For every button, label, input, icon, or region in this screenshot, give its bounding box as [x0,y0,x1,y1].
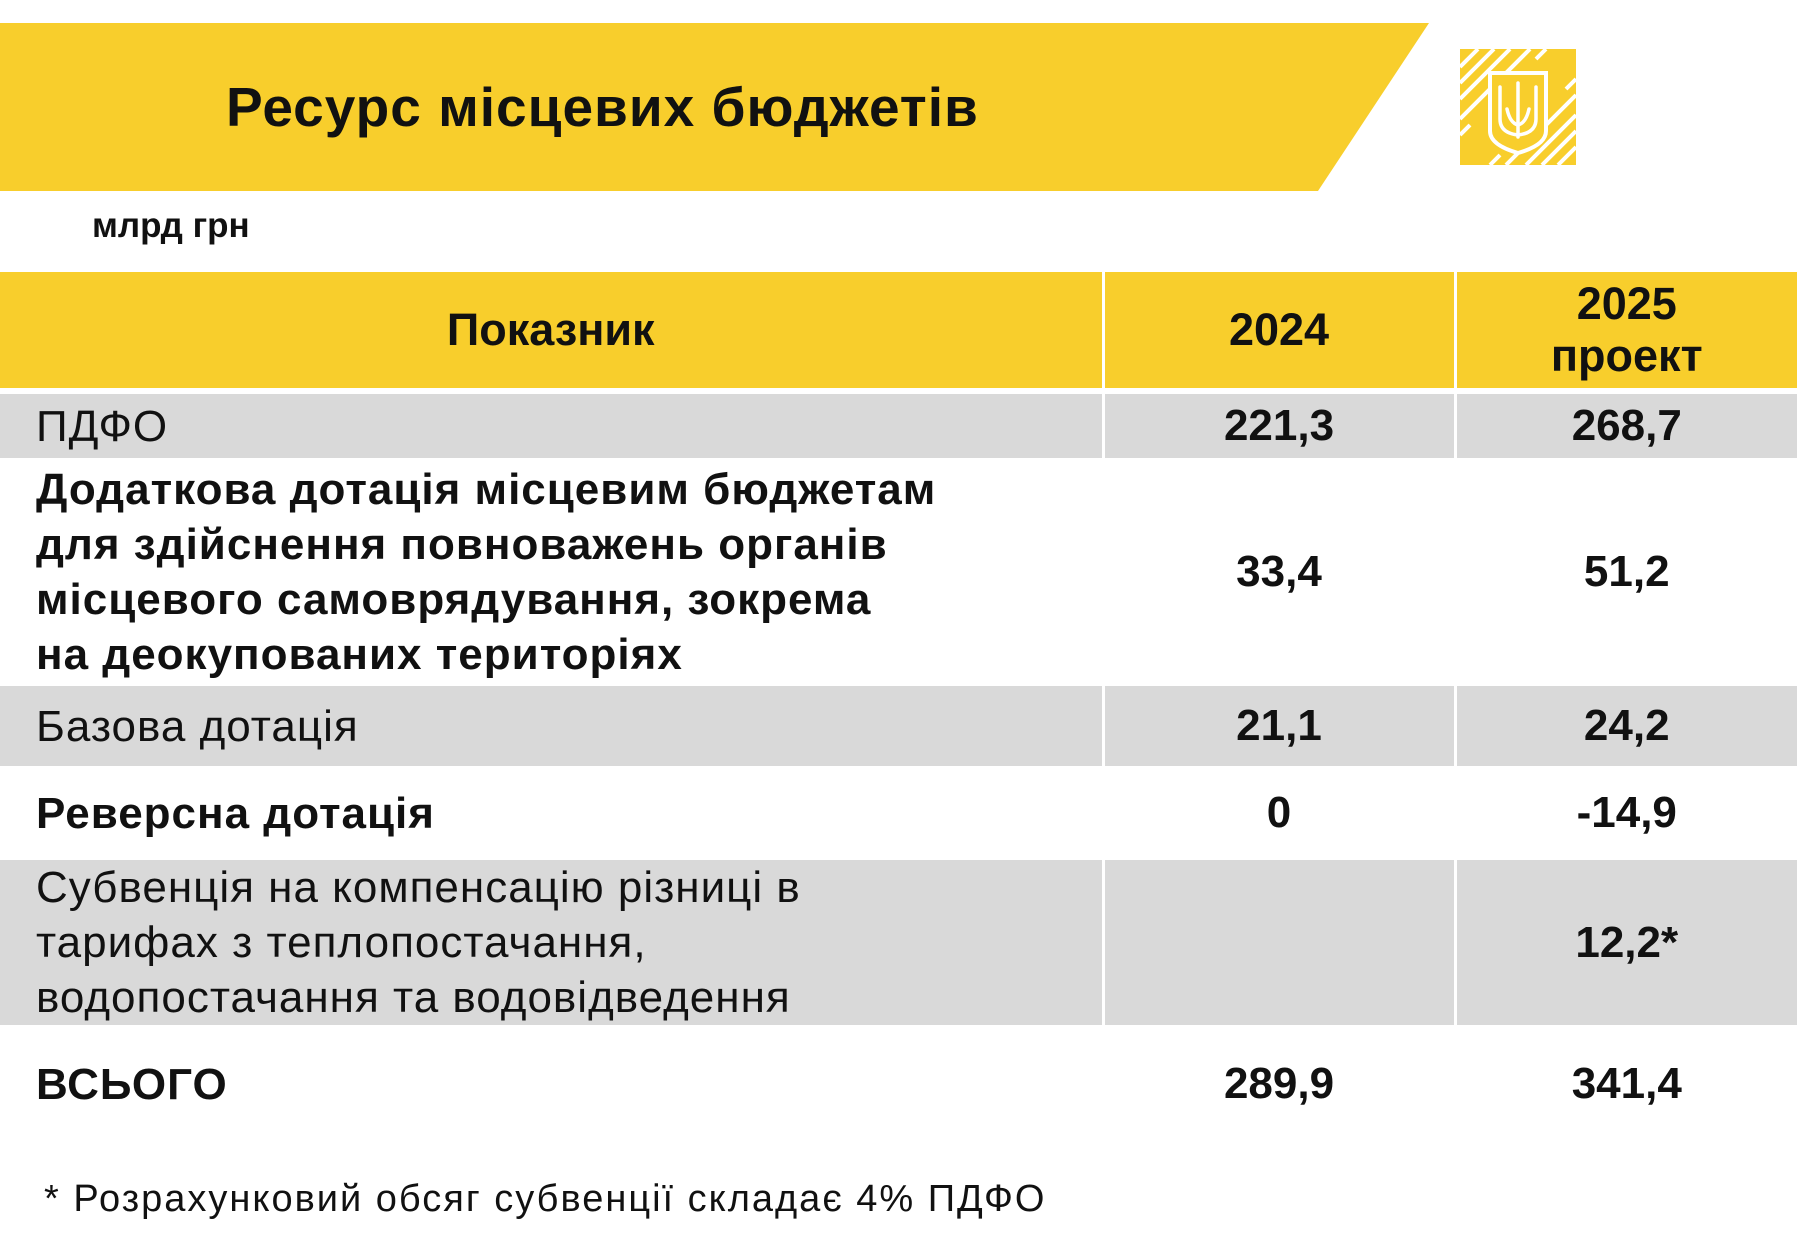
table-row: ВСЬОГО 289,9 341,4 [0,1025,1797,1143]
row-label-cell: Реверсна дотація [36,788,435,838]
value-2025-cell: 51,2 [1453,458,1797,686]
column-header-indicator: Показник [0,272,1103,394]
value-2025-cell: -14,9 [1453,766,1797,860]
table-row: Субвенція на компенсацію різниці в тариф… [0,860,1797,1025]
value-2024-cell: 0 [1101,766,1455,860]
column-header-2025: 2025 проект [1453,272,1797,394]
value-2024-cell [1101,860,1455,1025]
value-2024-cell: 21,1 [1101,686,1455,766]
value-2024-cell: 289,9 [1101,1025,1455,1143]
footnote: * Розрахунковий обсяг субвенції складає … [44,1178,1047,1220]
table-row: Додаткова дотація місцевим бюджетам для … [0,458,1797,686]
unit-label: млрд грн [92,206,250,245]
row-label-cell: ПДФО [0,391,1103,458]
value-2025-cell: 268,7 [1453,391,1797,458]
value-2025-cell: 341,4 [1453,1025,1797,1143]
table-header-row: Показник 2024 2025 проект [0,272,1797,394]
title-banner: Ресурс місцевих бюджетів [0,23,1797,191]
value-2025-cell: 12,2* [1453,860,1797,1025]
row-label-cell: Субвенція на компенсацію різниці в тариф… [0,860,1103,1025]
value-2025-cell: 24,2 [1453,686,1797,766]
row-label-cell: ВСЬОГО [36,1059,228,1109]
column-header-2024: 2024 [1101,272,1455,394]
value-2024-cell: 221,3 [1101,391,1455,458]
page-title: Ресурс місцевих бюджетів [226,76,979,138]
value-2024-cell: 33,4 [1101,458,1455,686]
budget-table: Показник 2024 2025 проект ПДФО 221,3 268,7… [0,272,1797,1143]
row-label-cell: Додаткова дотація місцевим бюджетам для … [36,465,937,679]
table-row: Базова дотація 21,1 24,2 [0,686,1797,766]
table-row: Реверсна дотація 0 -14,9 [0,766,1797,860]
row-label-cell: Базова дотація [0,686,1103,766]
tryzub-icon [1460,49,1576,165]
table-row: ПДФО 221,3 268,7 [0,391,1797,458]
